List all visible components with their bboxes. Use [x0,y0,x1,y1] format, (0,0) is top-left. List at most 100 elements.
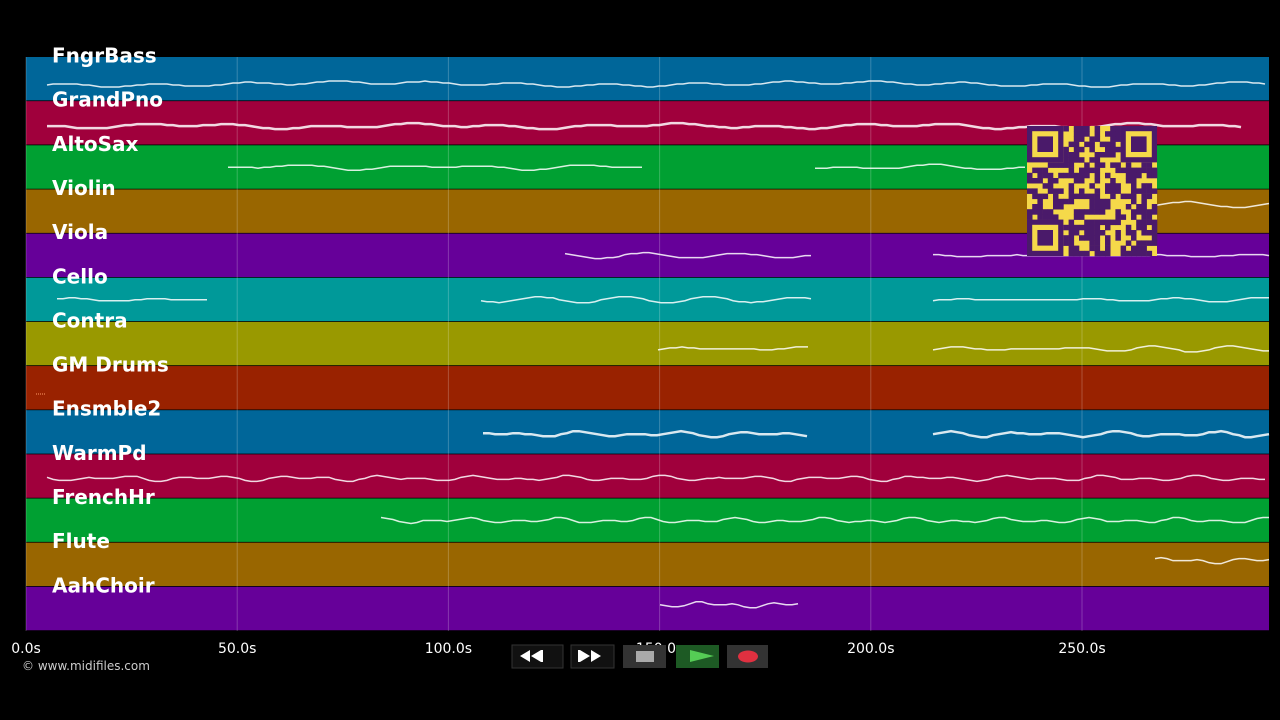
qr-module [1047,162,1054,168]
qr-module [1110,146,1116,153]
fast-forward-button[interactable] [570,644,615,669]
qr-module [1094,126,1101,132]
qr-module [1073,157,1080,163]
qr-module [1141,188,1147,194]
qr-module [1089,235,1095,241]
qr-module [1141,167,1147,174]
rewind-button[interactable] [511,644,564,669]
qr-module [1063,157,1069,163]
qr-module [1084,172,1090,179]
qr-module [1115,219,1121,226]
qr-finder-center [1037,230,1053,246]
qr-module [1089,193,1095,200]
time-tick-label: 250.0s [1058,641,1105,657]
qr-module [1068,167,1075,174]
qr-module [1151,209,1158,215]
qr-module [1079,178,1085,184]
qr-module [1099,162,1106,168]
qr-module [1105,240,1111,246]
tracks [26,57,1269,632]
qr-module [1131,172,1137,179]
qr-module [1047,172,1054,179]
qr-module [1089,204,1095,210]
qr-module [1079,193,1085,200]
qr-module [1037,193,1043,200]
qr-module [1131,245,1137,252]
qr-module [1063,162,1069,168]
qr-module [1068,172,1075,179]
qr-module [1027,214,1033,220]
qr-module [1146,167,1153,174]
qr-module [1068,250,1075,257]
qr-module [1146,230,1153,236]
qr-module [1141,240,1147,246]
qr-module [1120,245,1127,252]
qr-module [1125,230,1132,236]
qr-module [1047,209,1054,215]
qr-module [1151,204,1158,210]
qr-module [1084,193,1090,200]
qr-module [1141,162,1147,168]
qr-module [1094,230,1101,236]
qr-module [1042,183,1049,189]
qr-module [1073,178,1080,184]
qr-module [1094,167,1101,174]
qr-module [1073,141,1080,148]
track-name: FngrBass [52,44,157,68]
track-name: FrenchHr [52,485,155,509]
qr-module [1089,198,1095,205]
qr-module [1068,183,1075,189]
record-button[interactable] [727,645,768,668]
qr-module [1151,219,1158,226]
qr-module [1146,240,1153,246]
qr-module [1105,219,1111,226]
qr-module [1089,224,1095,231]
qr-module [1110,188,1116,194]
qr-module [1099,209,1106,215]
qr-module [1053,198,1059,205]
track-lane [26,586,1269,631]
qr-module [1068,240,1075,246]
qr-module [1146,162,1153,168]
track-labels: FngrBass GrandPno AltoSax Violin Viola Cello C… [52,44,169,598]
track-name: GrandPno [52,88,163,112]
qr-code [1026,126,1158,257]
qr-module [1084,162,1090,168]
qr-module [1131,235,1137,241]
qr-module [1073,250,1080,257]
qr-module [1073,131,1080,137]
qr-module [1136,224,1142,231]
qr-module [1141,219,1147,226]
stop-button[interactable] [623,645,666,668]
qr-module [1094,193,1101,200]
qr-module [1079,172,1085,179]
qr-module [1037,198,1043,205]
qr-module [1063,198,1069,205]
qr-module [1105,183,1111,189]
qr-module [1105,224,1111,231]
qr-module [1094,188,1101,194]
qr-module [1063,146,1069,153]
qr-finder-center [1131,136,1147,152]
qr-module [1068,230,1075,236]
qr-module [1115,235,1121,241]
qr-module [1136,209,1142,215]
track-lane [26,57,1269,102]
qr-module [1068,188,1075,194]
qr-module [1032,193,1038,200]
qr-module [1042,193,1049,200]
qr-module [1131,214,1137,220]
qr-module [1073,214,1080,220]
qr-module [1068,162,1075,168]
qr-module [1047,188,1054,194]
qr-module [1094,131,1101,137]
qr-module [1089,136,1095,142]
qr-module [1063,240,1069,246]
qr-module [1068,157,1075,163]
qr-module [1063,152,1069,158]
qr-module [1084,209,1090,215]
play-button[interactable] [676,645,719,668]
time-tick-label: 100.0s [425,641,472,657]
